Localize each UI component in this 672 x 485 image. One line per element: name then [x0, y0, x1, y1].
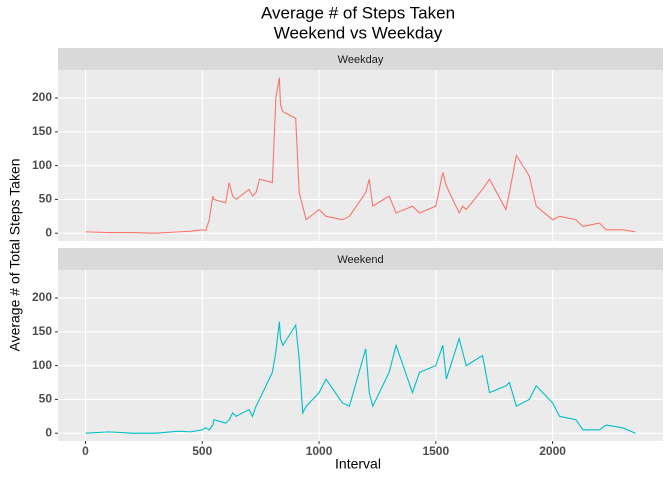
- y-tick-label: 0: [45, 425, 52, 439]
- chart-subtitle: Weekend vs Weekday: [274, 23, 443, 42]
- x-axis-label: Interval: [335, 456, 381, 472]
- x-tick-label: 500: [192, 444, 212, 458]
- strip-label: Weekday: [338, 54, 384, 66]
- y-tick-label: 200: [32, 290, 52, 304]
- data-line: [85, 321, 636, 434]
- y-tick-label: 50: [39, 192, 53, 206]
- y-tick-label: 150: [32, 124, 52, 138]
- y-tick-label: 50: [39, 392, 53, 406]
- x-tick-label: 1000: [306, 444, 333, 458]
- x-tick-label: 2000: [539, 444, 566, 458]
- panel-background: [58, 70, 663, 241]
- x-tick-label: 0: [82, 444, 89, 458]
- y-tick-label: 200: [32, 90, 52, 104]
- x-tick-label: 1500: [422, 444, 449, 458]
- y-tick-label: 100: [32, 158, 52, 172]
- strip: [58, 248, 663, 270]
- y-tick-label: 100: [32, 358, 52, 372]
- data-line: [85, 77, 636, 234]
- panel-background: [58, 270, 663, 441]
- chart-title: Average # of Steps Taken: [261, 3, 455, 22]
- y-axis-label: Average # of Total Steps Taken: [7, 158, 23, 351]
- y-tick-label: 0: [45, 225, 52, 239]
- y-tick-label: 150: [32, 324, 52, 338]
- strip: [58, 48, 663, 70]
- strip-label: Weekend: [337, 254, 383, 266]
